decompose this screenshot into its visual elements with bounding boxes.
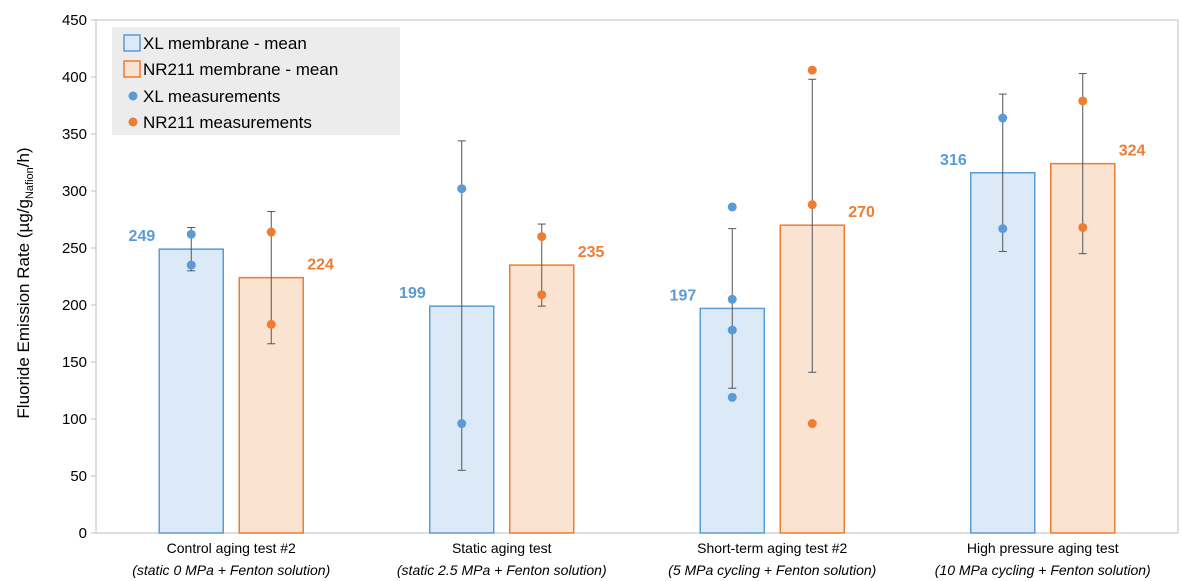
y-axis-title-main: Fluoride Emission Rate (µg/g (14, 199, 33, 419)
xl-mean-value-label: 199 (399, 285, 426, 302)
y-tick-label: 400 (62, 69, 87, 86)
nr211-mean-value-label: 224 (307, 257, 334, 274)
legend-marker-nr-measurements (128, 117, 138, 127)
xl-mean-value-label: 249 (129, 228, 156, 245)
y-axis-title-suffix: /h) (14, 147, 33, 167)
x-category-sublabel: (static 0 MPa + Fenton solution) (132, 562, 330, 578)
y-axis-title-subscript: Nafion (24, 167, 36, 199)
y-tick-label: 450 (62, 12, 87, 29)
xl-mean-value-label: 316 (940, 152, 967, 169)
x-category-label: High pressure aging test (967, 540, 1119, 556)
y-tick-label: 250 (62, 240, 87, 257)
legend-label-xl-mean: XL membrane - mean (143, 34, 307, 53)
nr211-mean-value-label: 270 (848, 204, 875, 221)
nr211-mean-value-label: 235 (578, 244, 605, 261)
nr211-measurement-point (1078, 222, 1088, 232)
xl-measurement-point (186, 260, 196, 270)
x-category-sublabel: (static 2.5 MPa + Fenton solution) (397, 562, 607, 578)
nr211-mean-bar (509, 264, 575, 534)
xl-measurement-point (457, 419, 467, 429)
x-category-label: Control aging test #2 (167, 540, 296, 556)
nr211-measurement-point (537, 290, 547, 300)
plot-frame (95, 19, 1179, 534)
xl-measurement-point (727, 392, 737, 402)
xl-measurement-point (998, 224, 1008, 234)
legend-label-nr-measurements: NR211 measurements (143, 113, 312, 132)
xl-measurement-point (727, 325, 737, 335)
x-category-label: Short-term aging test #2 (697, 540, 847, 556)
nr211-measurement-point (266, 227, 276, 237)
legend-swatch-nr-mean (123, 60, 141, 78)
y-tick-label: 0 (79, 525, 87, 542)
x-category-sublabel: (5 MPa cycling + Fenton solution) (668, 562, 876, 578)
legend-label-nr-mean: NR211 membrane - mean (143, 60, 338, 79)
y-tick-label: 100 (62, 411, 87, 428)
legend-label-xl-measurements: XL measurements (143, 87, 280, 106)
xl-measurement-point (727, 294, 737, 304)
legend-background (112, 27, 400, 135)
xl-measurement-point (186, 229, 196, 239)
nr211-measurement-point (266, 319, 276, 329)
xl-measurement-point (457, 184, 467, 194)
plot-area: 0 50 100 150 200 250 300 350 400 450 Control aging… (62, 12, 1179, 578)
xl-measurement-point (998, 113, 1008, 123)
nr211-measurement-point (537, 232, 547, 242)
xl-measurement-point (727, 202, 737, 212)
y-tick-label: 300 (62, 183, 87, 200)
y-tick-label: 200 (62, 297, 87, 314)
x-category-label: Static aging test (452, 540, 552, 556)
legend: XL membrane - mean NR211 membrane - mean… (112, 27, 400, 135)
legend-marker-xl-measurements (128, 91, 138, 101)
nr211-mean-value-label: 324 (1119, 143, 1146, 160)
legend-swatch-xl-mean (123, 34, 141, 52)
nr211-measurement-point (807, 65, 817, 75)
x-category-sublabel: (10 MPa cycling + Fenton solution) (935, 562, 1151, 578)
nr211-measurement-point (807, 419, 817, 429)
xl-mean-bar (158, 248, 224, 534)
y-tick-label: 150 (62, 354, 87, 371)
y-tick-label: 350 (62, 126, 87, 143)
nr211-measurement-point (807, 200, 817, 210)
y-tick-label: 50 (70, 468, 87, 485)
nr211-measurement-point (1078, 96, 1088, 106)
y-axis-title: Fluoride Emission Rate (µg/gNafion/h) (14, 147, 36, 418)
xl-mean-value-label: 197 (670, 287, 697, 304)
